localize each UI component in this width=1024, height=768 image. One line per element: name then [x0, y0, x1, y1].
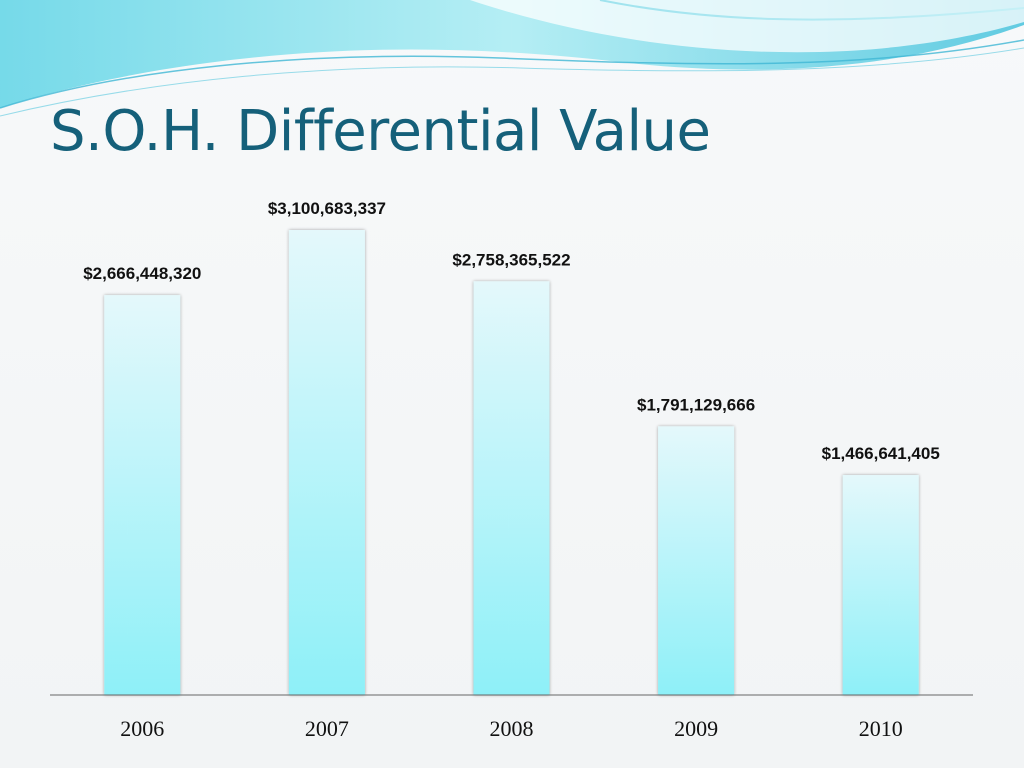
value-label-2007: $3,100,683,337 — [268, 199, 386, 218]
x-tick-label-2006: 2006 — [120, 716, 164, 741]
value-label-2010: $1,466,641,405 — [822, 444, 940, 463]
value-label-2009: $1,791,129,666 — [637, 395, 755, 414]
x-tick-label-2009: 2009 — [674, 716, 718, 741]
bar-2008 — [473, 281, 550, 695]
bar-2007 — [288, 230, 365, 695]
wave-decoration — [0, 0, 1024, 117]
bars-group — [104, 230, 919, 695]
value-labels-group: $2,666,448,320 $3,100,683,337 $2,758,365,5… — [83, 199, 940, 463]
x-tick-label-2008: 2008 — [490, 716, 534, 741]
x-tick-label-2010: 2010 — [859, 716, 903, 741]
x-tick-label-2007: 2007 — [305, 716, 349, 741]
bar-2006 — [104, 295, 181, 695]
bar-2009 — [658, 426, 735, 695]
x-tick-labels-group: 2006 2007 2008 2009 2010 — [120, 716, 902, 741]
value-label-2006: $2,666,448,320 — [83, 264, 201, 283]
value-label-2008: $2,758,365,522 — [452, 250, 570, 269]
bar-2010 — [842, 475, 919, 695]
slide-title: S.O.H. Differential Value — [50, 99, 711, 164]
